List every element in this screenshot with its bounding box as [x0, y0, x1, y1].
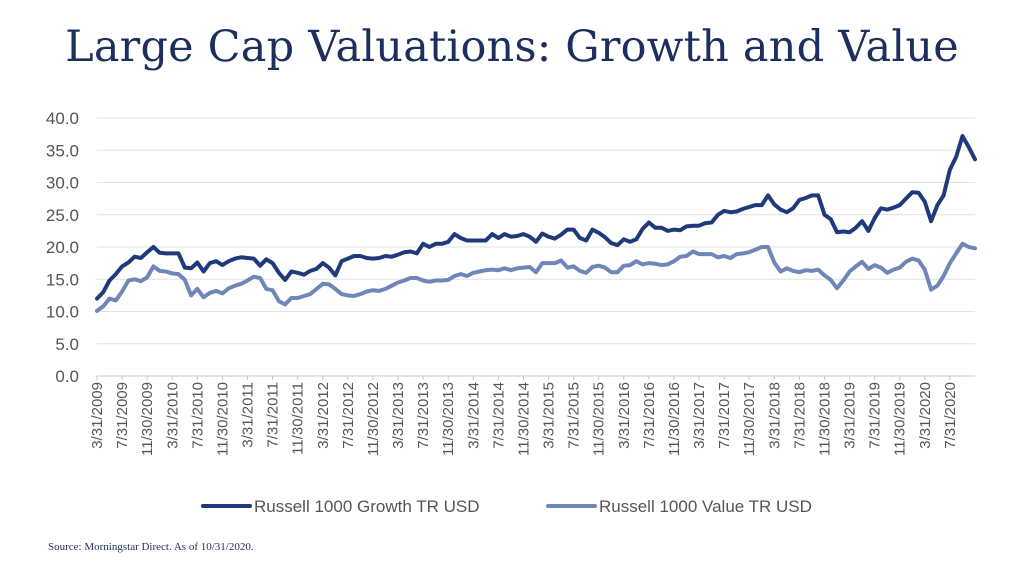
x-axis-ticks: 3/31/2009 7/31/2009 11/30/2009 3/31/2010 7/3…: [89, 376, 959, 456]
y-tick-label: 5.0: [55, 335, 79, 354]
x-tick-label: 11/30/2014: [515, 382, 532, 456]
x-tick-label: 3/31/2018: [766, 382, 783, 449]
x-tick-label: 7/31/2009: [114, 382, 131, 449]
x-tick-label: 3/31/2020: [917, 382, 934, 449]
x-tick-label: 3/31/2009: [89, 382, 106, 449]
y-tick-label: 40.0: [46, 109, 79, 128]
y-tick-label: 15.0: [46, 270, 79, 289]
y-tick-label: 25.0: [46, 206, 79, 225]
x-tick-label: 7/31/2010: [189, 382, 206, 449]
series-lines: [95, 134, 977, 313]
x-tick-label: 3/31/2011: [240, 382, 257, 448]
x-tick-label: 7/31/2020: [942, 382, 959, 449]
series-line: [95, 241, 977, 313]
x-tick-label: 11/30/2013: [440, 382, 457, 456]
x-tick-label: 7/31/2017: [716, 382, 733, 449]
y-tick-label: 0.0: [55, 367, 79, 386]
x-tick-label: 7/31/2012: [340, 382, 357, 449]
y-tick-label: 20.0: [46, 238, 79, 257]
y-axis-ticks: 0.0 5.0 10.0 15.0 20.0 25.0 30.0 35.0 40.0: [46, 109, 79, 386]
series-line: [95, 134, 977, 301]
x-tick-label: 11/30/2012: [365, 382, 382, 456]
legend-label: Russell 1000 Value TR USD: [599, 497, 812, 516]
legend-label: Russell 1000 Growth TR USD: [254, 497, 480, 516]
y-tick-label: 10.0: [46, 303, 79, 322]
legend: Russell 1000 Growth TR USD Russell 1000 V…: [201, 497, 812, 516]
x-tick-label: 3/31/2015: [541, 382, 558, 449]
y-tick-label: 35.0: [46, 141, 79, 160]
x-tick-label: 3/31/2010: [164, 382, 181, 449]
x-tick-label: 11/30/2011: [290, 382, 307, 455]
x-tick-label: 7/31/2018: [791, 382, 808, 449]
x-tick-label: 7/31/2014: [490, 382, 507, 449]
x-tick-label: 11/30/2018: [816, 382, 833, 456]
x-tick-label: 3/31/2019: [842, 382, 859, 449]
x-tick-label: 7/31/2019: [867, 382, 884, 449]
x-tick-label: 11/30/2010: [214, 382, 231, 456]
x-tick-label: 11/30/2016: [666, 382, 683, 456]
chart-title: Large Cap Valuations: Growth and Value: [65, 22, 959, 72]
x-tick-label: 3/31/2017: [691, 382, 708, 449]
x-tick-label: 11/30/2009: [139, 382, 156, 456]
x-tick-label: 7/31/2016: [641, 382, 658, 449]
grid-lines: [97, 117, 975, 345]
x-tick-label: 7/31/2015: [566, 382, 583, 449]
x-tick-label: 3/31/2012: [315, 382, 332, 449]
x-tick-label: 3/31/2014: [465, 382, 482, 449]
y-tick-label: 30.0: [46, 174, 79, 193]
x-tick-label: 3/31/2016: [616, 382, 633, 449]
x-tick-label: 11/30/2017: [741, 382, 758, 456]
x-tick-label: 11/30/2019: [892, 382, 909, 456]
x-tick-label: 3/31/2013: [390, 382, 407, 449]
x-tick-label: 7/31/2013: [415, 382, 432, 449]
source-note: Source: Morningstar Direct. As of 10/31/…: [48, 541, 254, 553]
x-tick-label: 7/31/2011: [265, 382, 282, 448]
x-tick-label: 11/30/2015: [591, 382, 608, 456]
